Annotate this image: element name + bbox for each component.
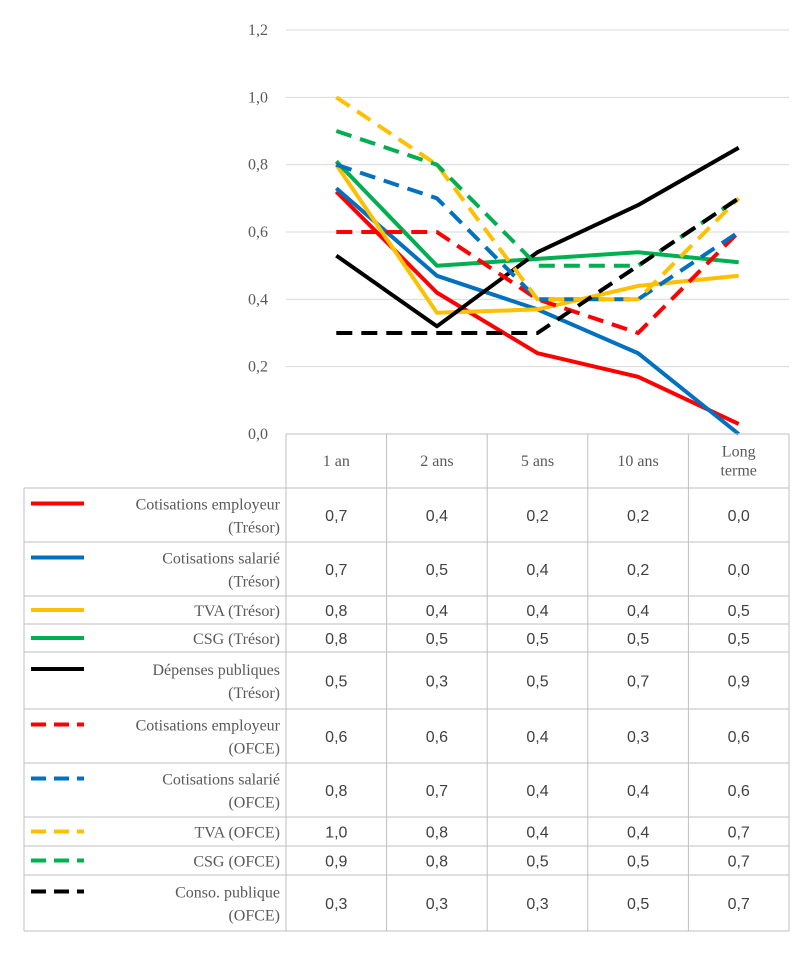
table-cell-value: 0,5 [627,631,649,648]
table-cell-value: 0,6 [728,729,750,746]
table-header-label: 1 an [323,453,350,470]
legend-label: TVA (Trésor) [194,603,280,620]
legend-label: Dépenses publiques [152,662,280,679]
data-table: 1 an 2 ans 5 ans 10 ans Long terme Cotisations… [23,433,790,932]
table-cell-value: 0,4 [526,603,548,620]
table-cell-value: 0,5 [728,631,750,648]
table-cell-value: 0,3 [426,896,448,913]
series-line [336,196,740,335]
table-cell-value: 1,0 [325,825,347,842]
y-axis-tick-labels: 0,0 0,2 0,4 0,6 0,8 1,0 1,2 [248,22,268,443]
legend-label: (Trésor) [228,574,280,591]
table-cell-value: 0,5 [426,562,448,579]
table-header-label: Long [722,444,756,461]
legend-label: (OFCE) [228,795,280,812]
table-cell-value: 0,8 [325,783,347,800]
y-tick-label: 1,2 [248,22,268,39]
table-cell-value: 0,5 [426,631,448,648]
y-tick-label: 0,0 [248,426,268,443]
table-cell-value: 0,9 [728,674,750,691]
series-line [334,190,740,426]
table-cell-value: 0,5 [325,674,347,691]
table-cell-value: 0,7 [728,854,750,871]
table-cell-value: 0,7 [325,508,347,525]
table-cell-value: 0,6 [325,729,347,746]
table-cell-value: 0,8 [325,631,347,648]
table-cell-value: 0,4 [627,825,649,842]
table-cell-value: 0,4 [627,783,649,800]
table-cell-value: 0,4 [627,603,649,620]
table-cell-value: 0,4 [526,825,548,842]
table-cell-value: 0,4 [526,562,548,579]
series-line [336,230,741,335]
table-cell-value: 0,6 [426,729,448,746]
legend-label: Cotisations salarié [162,551,280,568]
table-cell-value: 0,7 [325,562,347,579]
legend-label: Cotisations employeur [136,718,281,735]
legend-label: (Trésor) [228,520,280,537]
table-cell-value: 0,5 [526,631,548,648]
legend-label: CSG (Trésor) [193,631,280,648]
table-cell-value: 0,8 [325,603,347,620]
table-cell-value: 0,2 [627,508,649,525]
legend-label: Cotisations employeur [136,497,281,514]
table-cell-value: 0,3 [627,729,649,746]
series-line [335,146,740,329]
series-line [335,95,741,302]
table-cell-value: 0,7 [728,896,750,913]
series-line [335,162,740,302]
table-cell-value: 0,0 [728,562,750,579]
table-header-label: 10 ans [617,453,658,470]
table-cell-value: 0,5 [526,854,548,871]
table-cell-value: 0,7 [627,674,649,691]
table-cell-value: 0,4 [526,783,548,800]
table-header-label: terme [720,463,756,480]
y-tick-label: 0,2 [248,359,268,376]
table-cell-value: 0,0 [728,508,750,525]
table-cell-value: 0,4 [526,729,548,746]
table-cell-value: 0,2 [627,562,649,579]
table-cell-value: 0,5 [627,896,649,913]
series-line [334,159,739,268]
table-cell-value: 0,7 [728,825,750,842]
table-header-label: 5 ans [521,453,554,470]
y-tick-label: 0,6 [248,224,268,241]
y-tick-label: 0,8 [248,157,268,174]
series-line [335,129,740,268]
table-cell-value: 0,5 [728,603,750,620]
legend-label: TVA (OFCE) [195,825,281,842]
table-cell-value: 0,3 [426,674,448,691]
y-tick-label: 1,0 [248,89,268,106]
table-cell-value: 0,8 [426,825,448,842]
table-cell-value: 0,5 [526,674,548,691]
table-cell-value: 0,3 [526,896,548,913]
legend-label: (OFCE) [228,908,280,925]
table-cell-value: 0,2 [526,508,548,525]
series-line [334,163,739,315]
legend-label: CSG (OFCE) [193,854,280,871]
table-cell-value: 0,4 [426,603,448,620]
table-cell-value: 0,7 [426,783,448,800]
series-lines [334,95,741,436]
table-cell-value: 0,4 [426,508,448,525]
table-cell-value: 0,9 [325,854,347,871]
legend-label: Cotisations salarié [162,772,280,789]
table-cell-value: 0,6 [728,783,750,800]
table-cell-value: 0,8 [426,854,448,871]
legend-label: Conso. publique [175,885,280,902]
table-cell-value: 0,5 [627,854,649,871]
table-header-label: 2 ans [420,453,453,470]
legend-label: (OFCE) [228,741,280,758]
legend-label: (Trésor) [228,685,280,702]
y-tick-label: 0,4 [248,291,268,308]
table-cell-value: 0,3 [325,896,347,913]
